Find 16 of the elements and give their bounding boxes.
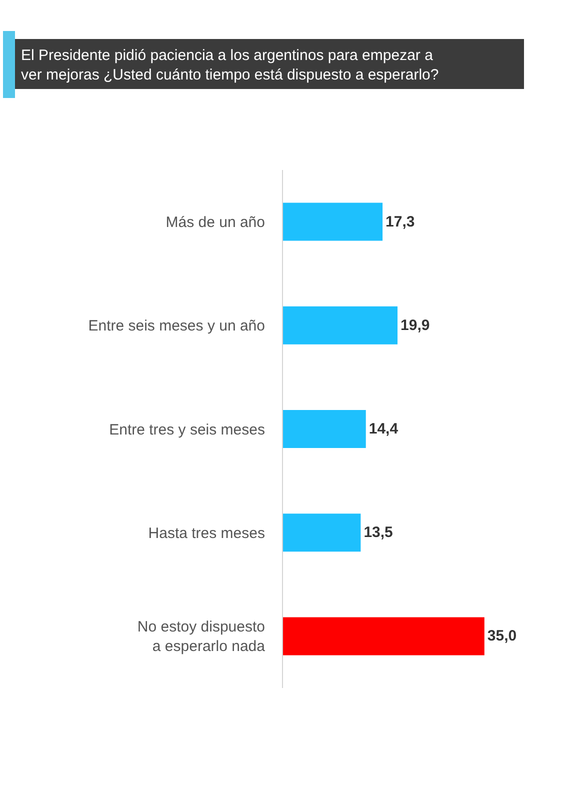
y-tick-label: Entre tres y seis meses [109, 421, 265, 438]
y-tick-label: No estoy dispuesto a esperarlo nada [137, 618, 266, 656]
bar [283, 202, 383, 241]
data-label: 14,4 [368, 420, 399, 438]
data-label: 35,0 [487, 628, 517, 645]
bar [283, 514, 361, 552]
data-label: 19,9 [400, 316, 430, 334]
data-label: 17,3 [386, 213, 415, 230]
y-tick-label: Hasta tres meses [148, 524, 265, 542]
bar [283, 306, 398, 344]
bar [283, 410, 366, 448]
chart-title: El Presidente pidió paciencia a los argentinos para empezar a ver mejoras ¿Usted cuánto tiempo está dispuesto a esperarlo? [21, 47, 439, 84]
bar [283, 617, 484, 656]
y-tick-label: Más de un año [166, 214, 265, 232]
data-label: 13,5 [364, 524, 393, 542]
y-tick-label: Entre seis meses y un año [88, 318, 265, 335]
